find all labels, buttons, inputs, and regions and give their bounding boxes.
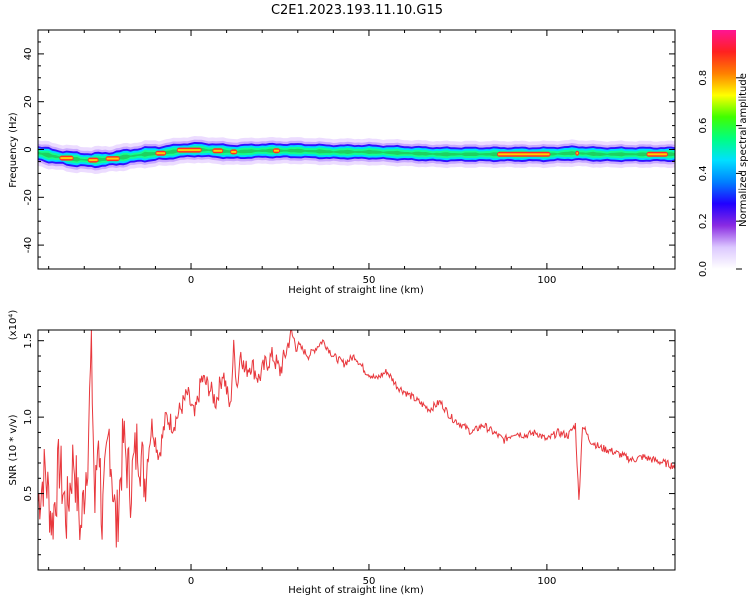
y-tick-label: 0.5 [23, 486, 34, 502]
snr-x-axis-label: Height of straight line (km) [288, 585, 424, 596]
colorbar-tick-label: 0.0 [698, 261, 709, 277]
y-tick-label: 1.5 [23, 333, 34, 349]
x-tick-label: 100 [537, 576, 556, 587]
figure-title: C2E1.2023.193.11.10.G15 [271, 3, 443, 18]
y-tick-label: 1.0 [23, 409, 34, 425]
y-tick-label: 20 [23, 95, 34, 108]
x-tick-label: 50 [363, 576, 376, 587]
snr-ticks: 0 50 100 0.5 1.0 1.5 [23, 330, 675, 587]
ridge-peak-segment [273, 149, 279, 152]
snr-line-series [38, 330, 675, 548]
colorbar-gradient [712, 30, 736, 269]
ridge-peak-segment [156, 152, 166, 155]
y-tick-label: 40 [23, 48, 34, 61]
ridge-peak-segment [576, 152, 578, 155]
ridge-peak-segment [498, 153, 550, 156]
spectrogram-heatmap [38, 136, 675, 174]
y-tick-label: -20 [23, 189, 34, 205]
snr-panel: 0 50 100 0.5 1.0 1.5 Height of straight line … [8, 310, 676, 596]
colorbar-tick-label: 0.6 [698, 118, 709, 134]
ridge-peak-segment [647, 153, 667, 156]
colorbar-label: Normalized spectral amplitude [738, 73, 749, 227]
spectrogram-y-axis-label: Frequency (Hz) [8, 112, 19, 188]
x-tick-label: 0 [188, 576, 194, 587]
colorbar-tick-label: 0.8 [698, 70, 709, 86]
spectrogram-panel: 0 50 100 40 20 0 -20 -40 Height of straight lin… [8, 29, 676, 296]
ridge-peak-segment [213, 149, 223, 152]
colorbar-ticks: 0.0 0.2 0.4 0.6 0.8 [698, 70, 742, 277]
x-tick-label: 0 [188, 275, 194, 286]
ridge-peak-segment [106, 157, 119, 160]
colorbar-tick-label: 0.4 [698, 165, 709, 181]
snr-y-axis-label: SNR (10 * v/v) [8, 414, 19, 485]
x-tick-label: 100 [537, 275, 556, 286]
y-tick-label: -40 [23, 237, 34, 253]
colorbar-tick-label: 0.2 [698, 213, 709, 229]
ridge-peak-segment [88, 159, 98, 162]
snr-y-multiplier-label: (x10⁴) [8, 310, 19, 341]
y-tick-label: 0 [23, 146, 34, 152]
ridge-peak-segment [60, 157, 73, 160]
x-tick-label: 50 [363, 275, 376, 286]
ridge-peak-segment [177, 149, 201, 152]
colorbar: 0.0 0.2 0.4 0.6 0.8 Normalized spectral ampl… [698, 30, 749, 277]
snr-axes-frame [37, 329, 676, 571]
spectrogram-ticks: 0 50 100 40 20 0 -20 -40 [23, 30, 675, 286]
spectrogram-x-axis-label: Height of straight line (km) [288, 285, 424, 296]
ridge-peak-segment [231, 150, 237, 153]
